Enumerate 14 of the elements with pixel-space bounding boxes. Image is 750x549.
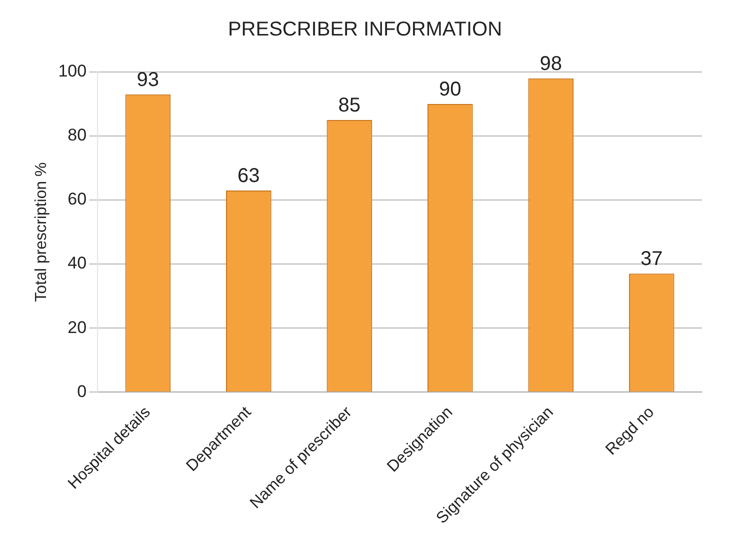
data-label: 63 (238, 164, 260, 187)
data-label: 90 (439, 78, 462, 101)
y-tick-label: 80 (68, 126, 87, 145)
chart-title: PRESCRIBER INFORMATION (228, 18, 502, 41)
y-tick-label: 0 (77, 382, 87, 401)
data-label: 37 (640, 248, 663, 270)
y-tick-label: 100 (58, 62, 87, 81)
y-axis-title: Total prescription % (33, 162, 50, 302)
data-label: 85 (338, 94, 361, 117)
y-tick-label: 60 (68, 190, 87, 209)
y-tick-label: 40 (68, 254, 87, 273)
y-tick-label: 20 (68, 318, 87, 337)
data-label: 98 (540, 52, 562, 75)
data-label: 93 (136, 68, 160, 91)
